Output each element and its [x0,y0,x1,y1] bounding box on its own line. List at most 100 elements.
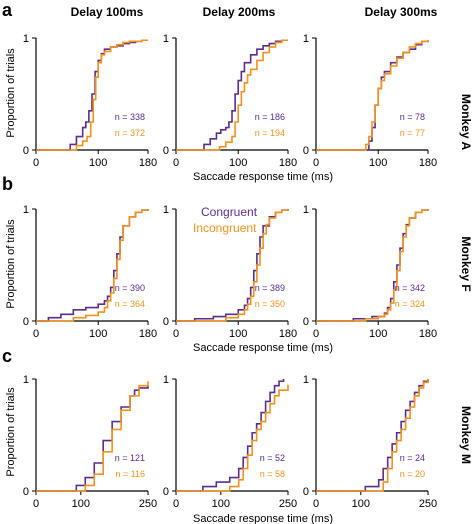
series-line-incongruent [359,40,429,151]
y-tick-label: 1 [23,33,29,45]
x-tick-label: 250 [139,498,157,510]
x-axis-title-row-b: Saccade response time (ms) [193,342,333,354]
x-tick-label: 250 [419,498,437,510]
x-tick-label: 0 [313,498,319,510]
y-tick-label: 0 [163,316,169,328]
x-tick-label: 180 [279,328,297,340]
y-tick-label: 1 [303,204,309,216]
y-axis-title-row-a: Proportion of trials [5,48,17,138]
n-label-congruent: n = 338 [115,112,145,122]
x-tick-label: 0 [33,498,39,510]
x-tick-label: 100 [369,157,387,169]
column-title-delay-100: Delay 100ms [71,5,144,19]
y-tick-label: 0 [163,145,169,157]
x-tick-label: 0 [173,328,179,340]
n-label-incongruent: n = 324 [395,299,425,309]
x-tick-label: 100 [89,328,107,340]
y-axis-title-row-c: Proportion of trials [5,387,17,477]
n-label-incongruent: n = 77 [400,128,425,138]
n-label-incongruent: n = 372 [115,128,145,138]
n-label-congruent: n = 78 [400,112,425,122]
x-tick-label: 100 [352,498,370,510]
x-tick-label: 180 [419,328,437,340]
row-label-monkey-f: Monkey F [459,236,473,291]
y-tick-label: 1 [23,204,29,216]
x-tick-label: 0 [173,498,179,510]
x-axis-title-row-a: Saccade response time (ms) [193,171,333,183]
x-tick-label: 100 [229,328,247,340]
panel-letter-a: a [2,0,13,20]
plot-panel-2-2: 0 1 0 100 250 n = 24 n = 20 [303,374,437,510]
x-tick-label: 100 [72,498,90,510]
x-tick-label: 100 [212,498,230,510]
y-tick-label: 1 [163,204,169,216]
series-line-incongruent [340,209,429,322]
n-label-incongruent: n = 20 [400,469,425,479]
series-line-incongruent [76,381,149,492]
n-label-congruent: n = 24 [400,453,425,463]
n-label-incongruent: n = 350 [255,299,285,309]
y-tick-label: 0 [23,316,29,328]
plot-panel-2-0: 0 1 0 100 250 n = 121 n = 116 [23,374,157,510]
x-tick-label: 0 [33,157,39,169]
legend-incongruent: Incongruent [193,221,257,235]
row-label-monkey-m: Monkey M [459,406,473,464]
y-tick-label: 1 [163,33,169,45]
x-tick-label: 0 [173,157,179,169]
series-line-incongruent [213,39,288,151]
y-tick-label: 0 [303,486,309,498]
column-title-delay-300: Delay 300ms [365,5,438,19]
x-tick-label: 180 [279,157,297,169]
x-tick-label: 180 [139,328,157,340]
n-label-congruent: n = 186 [255,112,285,122]
x-axis-title-row-c: Saccade response time (ms) [193,513,333,524]
series-line-incongruent [207,384,289,492]
n-label-congruent: n = 342 [395,283,425,293]
series-line-congruent [193,379,285,492]
y-tick-label: 1 [303,33,309,45]
y-tick-label: 0 [303,145,309,157]
plot-panel-1-0: 0 1 0 100 180 n = 390 n = 364 [23,204,157,340]
x-tick-label: 100 [89,157,107,169]
n-label-incongruent: n = 364 [115,299,145,309]
plot-panel-0-2: 0 1 0 100 180 n = 78 n = 77 [303,33,437,169]
x-tick-label: 100 [229,157,247,169]
y-tick-label: 0 [23,145,29,157]
plot-panel-0-0: 0 1 0 100 180 n = 338 n = 372 [23,33,157,169]
series-line-incongruent [60,209,149,322]
series-line-incongruent [67,39,148,151]
x-tick-label: 180 [419,157,437,169]
x-tick-label: 100 [369,328,387,340]
n-label-congruent: n = 52 [260,453,285,463]
series-line-incongruent [207,209,289,322]
series-line-congruent [194,39,288,151]
y-tick-label: 1 [23,374,29,386]
series-line-congruent [67,385,149,492]
y-tick-label: 0 [23,486,29,498]
x-tick-label: 0 [33,328,39,340]
plot-panel-0-1: 0 1 0 100 180 n = 186 n = 194 [163,33,297,169]
y-tick-label: 0 [303,316,309,328]
n-label-incongruent: n = 116 [115,469,145,479]
x-tick-label: 0 [313,157,319,169]
n-label-congruent: n = 121 [115,453,145,463]
plot-panel-2-1: 0 1 0 100 250 n = 52 n = 58 [163,374,297,510]
y-axis-title-row-b: Proportion of trials [5,219,17,309]
n-label-incongruent: n = 58 [260,469,285,479]
panel-letter-c: c [2,346,12,366]
x-tick-label: 0 [313,328,319,340]
n-label-congruent: n = 390 [115,283,145,293]
y-tick-label: 1 [163,374,169,386]
y-tick-label: 0 [163,486,169,498]
x-tick-label: 180 [139,157,157,169]
n-label-incongruent: n = 194 [255,128,285,138]
legend-congruent: Congruent [201,205,258,219]
series-line-incongruent [369,379,429,492]
y-tick-label: 1 [303,374,309,386]
column-title-delay-200: Delay 200ms [203,5,276,19]
row-label-monkey-a: Monkey A [459,94,473,151]
x-tick-label: 250 [279,498,297,510]
n-label-congruent: n = 389 [255,283,285,293]
